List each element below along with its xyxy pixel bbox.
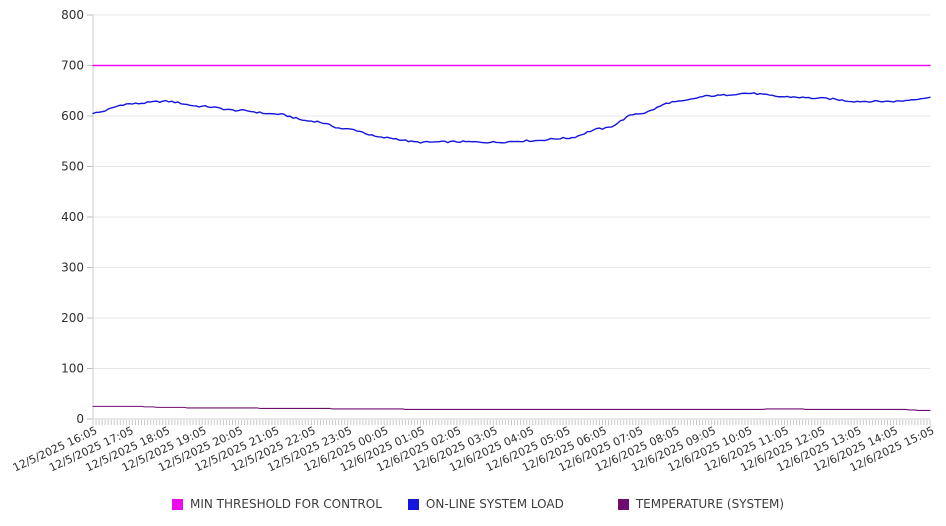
svg-text:700: 700 — [61, 59, 84, 73]
svg-text:300: 300 — [61, 261, 84, 275]
svg-text:500: 500 — [61, 160, 84, 174]
svg-text:600: 600 — [61, 109, 84, 123]
legend-swatch-online-system-load-icon — [407, 498, 419, 510]
svg-text:0: 0 — [76, 412, 84, 426]
chart-legend: MIN THRESHOLD FOR CONTROL ON-LINE SYSTEM… — [172, 497, 784, 511]
legend-item-temperature-system[interactable]: TEMPERATURE (SYSTEM) — [617, 497, 785, 511]
legend-item-min-threshold[interactable]: MIN THRESHOLD FOR CONTROL — [172, 497, 382, 511]
svg-text:200: 200 — [61, 311, 84, 325]
legend-label-temperature-system: TEMPERATURE (SYSTEM) — [635, 497, 785, 511]
svg-text:100: 100 — [61, 362, 84, 376]
legend-item-online-system-load[interactable]: ON-LINE SYSTEM LOAD — [407, 497, 564, 511]
svg-text:800: 800 — [61, 8, 84, 22]
legend-label-online-system-load: ON-LINE SYSTEM LOAD — [425, 497, 564, 511]
legend-label-min-threshold: MIN THRESHOLD FOR CONTROL — [190, 497, 382, 511]
svg-text:400: 400 — [61, 210, 84, 224]
legend-swatch-temperature-system-icon — [617, 498, 629, 510]
legend-swatch-min-threshold-icon — [172, 498, 183, 510]
